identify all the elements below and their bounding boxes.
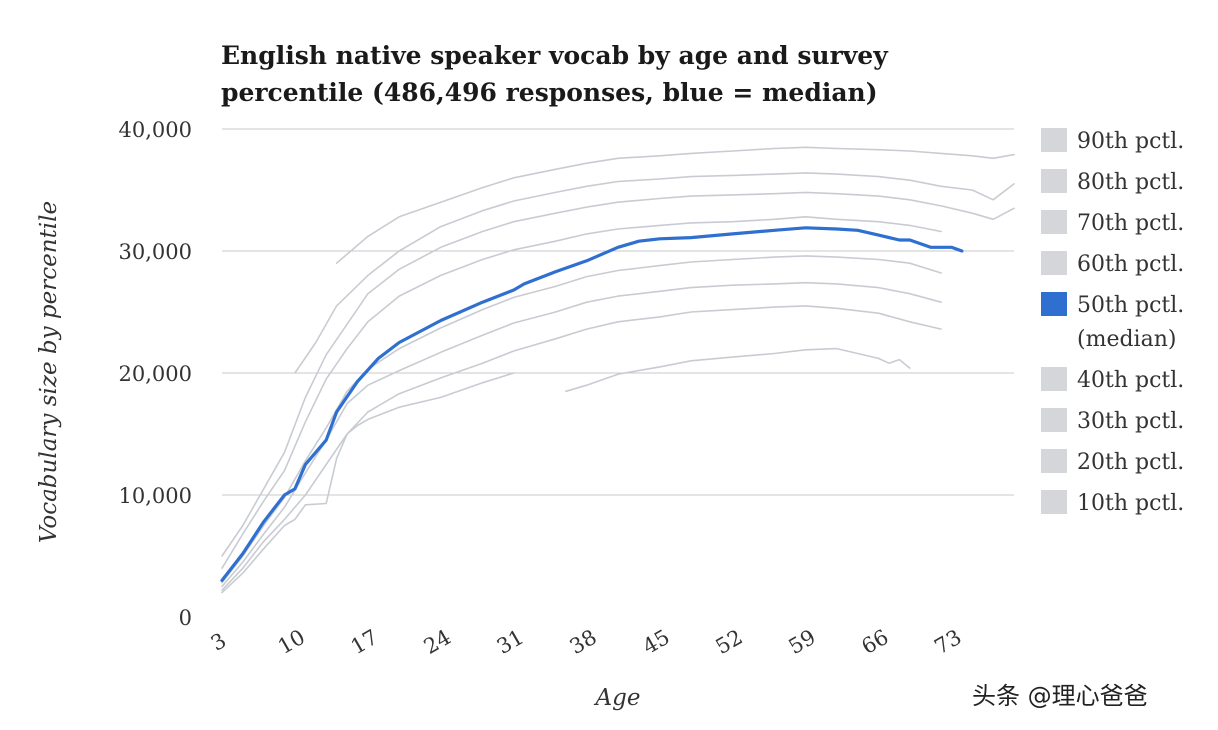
legend-label: 80th pctl. [1077, 170, 1184, 195]
y-axis-title: Vocabulary size by percentile [36, 201, 62, 543]
series-line-60th-pctl- [221, 216, 942, 569]
legend-swatch [1041, 367, 1067, 391]
gridlines [222, 128, 1014, 618]
legend-swatch [1041, 449, 1067, 473]
legend-label: 90th pctl. [1077, 129, 1184, 154]
series-line-90th-pctl- [335, 146, 1015, 264]
x-tick-label: 73 [930, 625, 965, 659]
legend-swatch [1041, 490, 1067, 514]
series-line-40th-pctl- [221, 255, 942, 584]
legend-swatch [1041, 408, 1067, 432]
y-tick-label: 40,000 [119, 118, 192, 142]
legend-swatch [1041, 251, 1067, 275]
legend: 90th pctl. 80th pctl. 70th pctl. 60th pctl.… [1041, 128, 1184, 516]
x-tick-label: 45 [639, 625, 674, 659]
legend-label: 40th pctl. [1077, 368, 1184, 393]
y-tick-label: 30,000 [119, 240, 192, 264]
y-axis-ticks: 0 10,000 20,000 30,000 40,000 [119, 118, 192, 630]
chart-title-line-2: percentile (486,496 responses, blue = me… [221, 78, 878, 107]
legend-label: 30th pctl. [1077, 409, 1184, 434]
x-tick-label: 66 [857, 625, 892, 659]
legend-swatch [1041, 210, 1067, 234]
legend-label: 10th pctl. [1077, 491, 1184, 516]
legend-label: 50th pctl. [1077, 293, 1184, 318]
legend-label: 20th pctl. [1077, 450, 1184, 475]
series-line-70th-pctl- [221, 191, 1015, 557]
x-axis-ticks: 3 10 17 24 31 38 45 52 59 66 73 [207, 625, 966, 659]
x-tick-label: 52 [712, 625, 747, 659]
y-tick-label: 10,000 [119, 484, 192, 508]
y-tick-label: 20,000 [119, 362, 192, 386]
legend-label: 60th pctl. [1077, 252, 1184, 277]
series-line-50th-pctl- [220, 226, 964, 582]
x-tick-label: 24 [420, 625, 455, 659]
legend-swatch [1041, 128, 1067, 152]
legend-swatch [1041, 292, 1067, 316]
legend-label: (median) [1077, 327, 1176, 352]
x-axis-title: Age [594, 685, 641, 711]
series-line-extra [565, 347, 911, 393]
series-lines [220, 146, 1015, 594]
watermark: 头条 @理心爸爸 [972, 682, 1148, 710]
x-tick-label: 38 [566, 625, 601, 659]
chart-title-line-1: English native speaker vocab by age and … [221, 41, 889, 70]
series-line-30th-pctl- [221, 281, 942, 588]
y-tick-label: 0 [179, 606, 192, 630]
legend-swatch [1041, 169, 1067, 193]
x-tick-label: 10 [274, 625, 309, 659]
x-tick-label: 59 [785, 625, 820, 659]
series-line-10th-pctl- [221, 372, 515, 594]
series-line-80th-pctl- [294, 172, 1015, 374]
x-tick-label: 17 [347, 625, 382, 659]
x-tick-label: 31 [493, 625, 528, 659]
x-tick-label: 3 [207, 628, 231, 655]
legend-label: 70th pctl. [1077, 211, 1184, 236]
series-line-20th-pctl- [221, 305, 942, 591]
